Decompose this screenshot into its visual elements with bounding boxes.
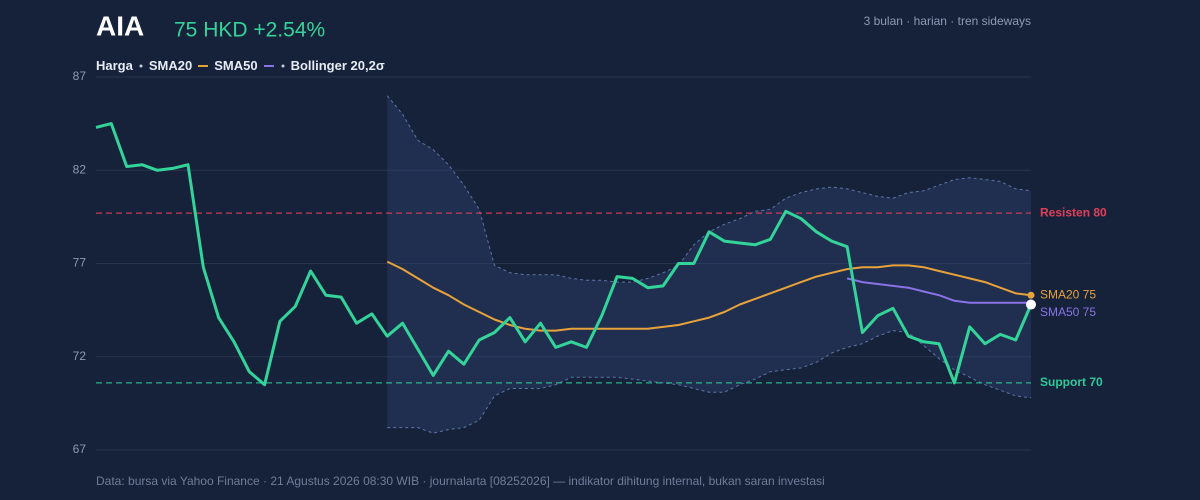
y-tick-label: 87 — [73, 69, 87, 83]
legend-swatch — [198, 64, 209, 67]
level-label: Resisten 80 — [1040, 205, 1107, 219]
y-tick-label: 72 — [73, 349, 87, 363]
chart-note: 3 bulan · harian · tren sideways — [864, 14, 1031, 28]
legend-swatch — [139, 64, 143, 67]
last-price-dot — [1026, 299, 1036, 310]
legend-label: SMA20 — [148, 58, 193, 73]
legend: Harga SMA20 SMA50 Bollinger 20,2σ — [96, 58, 385, 73]
level-label: Support 70 — [1040, 375, 1103, 389]
sma20-end-dot — [1027, 291, 1035, 299]
bollinger-band — [387, 95, 1031, 434]
legend-label: SMA50 — [214, 58, 258, 73]
legend-label: Harga — [96, 58, 133, 73]
sma50-end-label: SMA50 75 — [1040, 305, 1096, 319]
bollinger-upper — [386, 95, 1032, 283]
series-line — [386, 260, 1032, 332]
y-tick-label: 67 — [73, 442, 87, 456]
legend-swatch — [263, 64, 274, 67]
price-headline: 75 HKD +2.54% — [174, 19, 325, 42]
legend-separator — [281, 64, 285, 67]
series-line — [846, 277, 1031, 304]
legend-swatch — [281, 64, 285, 67]
series-line — [95, 122, 1033, 387]
legend-separator — [139, 64, 143, 67]
source-note: Data: bursa via Yahoo Finance · 21 Agust… — [96, 474, 825, 488]
legend-label: Bollinger 20,2σ — [290, 58, 385, 73]
bollinger-lower — [387, 330, 1032, 434]
sma20-end-label: SMA20 75 — [1040, 287, 1096, 301]
y-tick-label: 77 — [73, 256, 87, 270]
y-tick-label: 82 — [73, 162, 87, 176]
chart-title: AIA — [96, 10, 144, 41]
